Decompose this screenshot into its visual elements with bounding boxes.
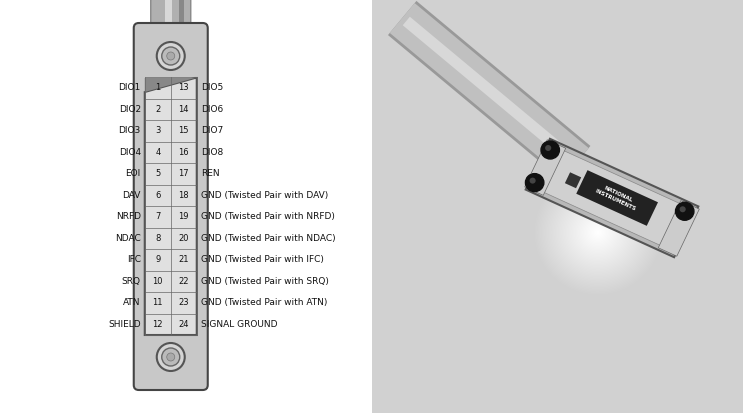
Text: 1: 1	[155, 83, 160, 92]
Text: DAV: DAV	[123, 191, 140, 200]
Text: 16: 16	[178, 148, 189, 157]
Circle shape	[166, 353, 175, 361]
Text: GND (Twisted Pair with ATN): GND (Twisted Pair with ATN)	[201, 298, 327, 307]
Text: SIGNAL GROUND: SIGNAL GROUND	[201, 320, 277, 329]
Circle shape	[157, 42, 185, 70]
Circle shape	[545, 145, 551, 151]
Circle shape	[166, 52, 175, 60]
Text: 11: 11	[152, 298, 163, 307]
Text: 8: 8	[155, 234, 160, 243]
Text: IFC: IFC	[127, 255, 140, 264]
Circle shape	[530, 178, 536, 184]
Text: 9: 9	[155, 255, 160, 264]
Text: NATIONAL
INSTRUMENTS: NATIONAL INSTRUMENTS	[594, 183, 640, 211]
Text: 6: 6	[155, 191, 160, 200]
Text: REN: REN	[201, 169, 219, 178]
Text: DIO1: DIO1	[118, 83, 140, 92]
Text: 7: 7	[155, 212, 160, 221]
Text: 4: 4	[155, 148, 160, 157]
Text: DIO3: DIO3	[118, 126, 140, 135]
Bar	[179, 0, 184, 33]
Text: 13: 13	[178, 83, 189, 92]
Text: 22: 22	[178, 277, 189, 286]
Text: SHIELD: SHIELD	[108, 320, 140, 329]
Text: NRFD: NRFD	[116, 212, 140, 221]
Text: 5: 5	[155, 169, 160, 178]
Text: DIO5: DIO5	[201, 83, 223, 92]
Circle shape	[162, 348, 180, 366]
Text: 2: 2	[155, 105, 160, 114]
FancyBboxPatch shape	[134, 23, 208, 390]
FancyBboxPatch shape	[151, 0, 191, 35]
Text: GND (Twisted Pair with SRQ): GND (Twisted Pair with SRQ)	[201, 277, 328, 286]
Polygon shape	[145, 78, 197, 335]
Polygon shape	[145, 78, 195, 92]
Text: 17: 17	[178, 169, 189, 178]
Text: 14: 14	[178, 105, 189, 114]
Polygon shape	[565, 172, 581, 188]
Circle shape	[157, 343, 185, 371]
Text: GND (Twisted Pair with NDAC): GND (Twisted Pair with NDAC)	[201, 234, 335, 243]
Text: 3: 3	[155, 126, 160, 135]
Polygon shape	[658, 201, 699, 256]
Text: GND (Twisted Pair with IFC): GND (Twisted Pair with IFC)	[201, 255, 324, 264]
Text: SRQ: SRQ	[122, 277, 140, 286]
Text: GND (Twisted Pair with DAV): GND (Twisted Pair with DAV)	[201, 191, 328, 200]
Polygon shape	[577, 170, 658, 226]
Text: 20: 20	[178, 234, 189, 243]
Text: ATN: ATN	[123, 298, 140, 307]
Text: 24: 24	[178, 320, 189, 329]
Text: 12: 12	[152, 320, 163, 329]
Polygon shape	[531, 145, 692, 251]
Circle shape	[680, 206, 686, 212]
Text: NDAC: NDAC	[115, 234, 140, 243]
Text: DIO2: DIO2	[119, 105, 140, 114]
Text: 19: 19	[178, 212, 189, 221]
Text: 21: 21	[178, 255, 189, 264]
Bar	[165, 0, 172, 33]
Text: EOI: EOI	[126, 169, 140, 178]
Text: DIO7: DIO7	[201, 126, 223, 135]
Circle shape	[675, 202, 694, 220]
Text: 18: 18	[178, 191, 189, 200]
Text: DIO4: DIO4	[119, 148, 140, 157]
Text: DIO8: DIO8	[201, 148, 223, 157]
Text: 23: 23	[178, 298, 189, 307]
Text: DIO6: DIO6	[201, 105, 223, 114]
Circle shape	[525, 173, 544, 192]
Circle shape	[541, 141, 559, 159]
Text: 10: 10	[152, 277, 163, 286]
Text: 15: 15	[178, 126, 189, 135]
Polygon shape	[525, 140, 565, 195]
Polygon shape	[526, 139, 698, 257]
Text: GND (Twisted Pair with NRFD): GND (Twisted Pair with NRFD)	[201, 212, 334, 221]
Circle shape	[162, 47, 180, 65]
